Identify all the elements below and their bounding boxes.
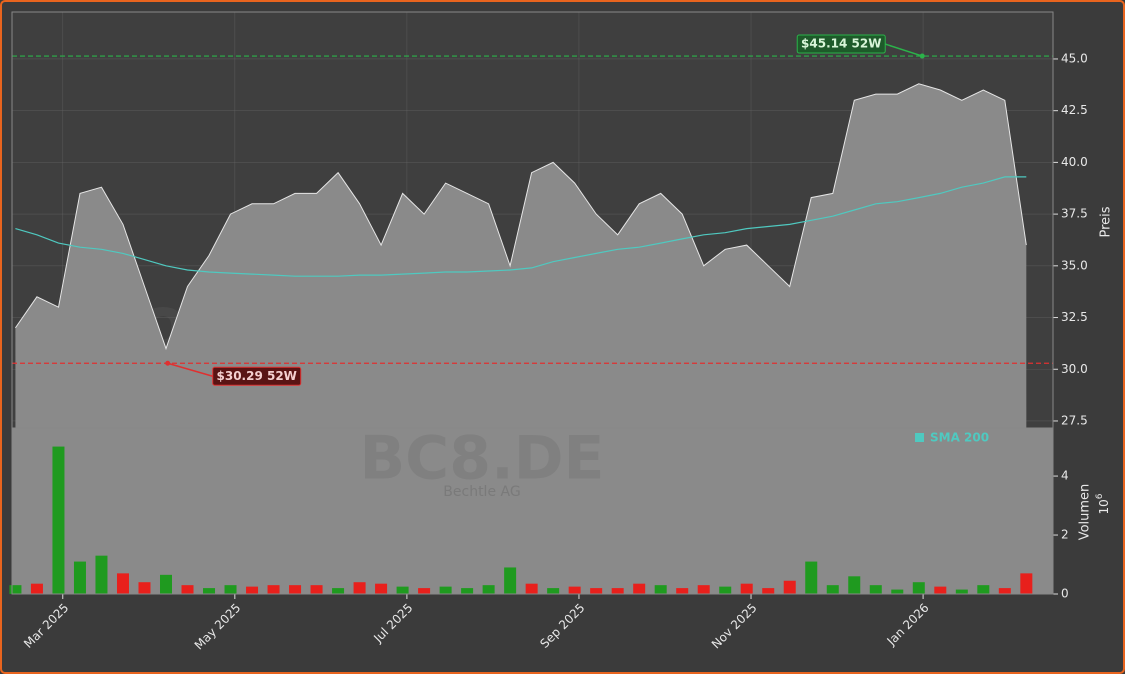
watermark: BC8.DE (359, 424, 604, 494)
volume-bar (310, 585, 323, 594)
y-tick-label: 27.5 (1061, 413, 1088, 427)
y-tick-label: 45.0 (1061, 51, 1088, 65)
annotation-box (212, 366, 302, 386)
volume-bar (30, 583, 43, 594)
volume-bar (461, 588, 474, 594)
volume-bar (332, 588, 345, 594)
volume-bar (289, 585, 302, 594)
y-axis-label: Volumen (1078, 484, 1093, 541)
volume-bar (547, 588, 560, 594)
y-tick-label: 0 (1061, 587, 1069, 601)
volume-bar (719, 586, 732, 594)
y-tick-label: 42.5 (1061, 103, 1088, 117)
volume-bar (418, 588, 431, 594)
volume-panel (12, 428, 1053, 594)
volume-bar (116, 573, 129, 594)
volume-bar (396, 586, 409, 594)
price-area (15, 83, 1027, 429)
volume-bar (611, 588, 624, 594)
y-tick-label: 2 (1061, 528, 1069, 542)
volume-bar (439, 586, 452, 594)
volume-bar (52, 446, 65, 594)
volume-bar (740, 583, 753, 594)
volume-bar (654, 585, 667, 594)
volume-bar (869, 585, 882, 594)
volume-bar (95, 555, 108, 594)
volume-bar (697, 585, 710, 594)
watermark-subtitle: Bechtle AG (443, 484, 520, 500)
unit-exponent: 6 (1095, 493, 1105, 499)
volume-border (11, 427, 1054, 595)
unit-base: 10 (1097, 499, 1111, 514)
volume-bar (912, 582, 925, 594)
volume-bar (633, 583, 646, 594)
volume-bar (267, 585, 280, 594)
volume-bar (353, 582, 366, 594)
volume-bar (977, 585, 990, 594)
volume-bar (826, 585, 839, 594)
y-tick-label: 37.5 (1061, 207, 1088, 221)
volume-bar (1020, 573, 1033, 594)
sma-line (15, 176, 1027, 277)
y-axis-unit: 106 (1095, 493, 1111, 514)
legend-swatch (915, 433, 924, 442)
annotation-point (919, 53, 925, 59)
annotation-arrow (884, 43, 923, 57)
volume-bar (375, 583, 388, 594)
volume-bar (159, 574, 172, 594)
volume-bar (9, 585, 22, 594)
volume-bar (525, 583, 538, 594)
volume-bar (934, 586, 947, 594)
volume-bar (138, 582, 151, 594)
annotation-label: $45.14 52W (801, 37, 881, 51)
y-tick-label: 4 (1061, 469, 1069, 483)
volume-bar (568, 586, 581, 594)
y-axis-label: Preis (1099, 206, 1114, 237)
volume-bar (783, 580, 796, 594)
annotation-point (165, 360, 171, 366)
volume-bar (805, 561, 818, 594)
y-tick-label: 30.0 (1061, 362, 1088, 376)
legend-label: SMA 200 (930, 431, 989, 445)
volume-bar (891, 589, 904, 594)
volume-bar (246, 586, 259, 594)
annotation-arrow (167, 362, 213, 377)
y-tick-label: 40.0 (1061, 155, 1088, 169)
y-tick-label: 32.5 (1061, 310, 1088, 324)
volume-bar (848, 576, 861, 594)
volume-bar (676, 588, 689, 594)
volume-bar (181, 585, 194, 594)
volume-bar (955, 589, 968, 594)
price-line (14, 83, 1027, 351)
volume-bar (998, 588, 1011, 594)
volume-bar (224, 585, 237, 594)
volume-bar (482, 585, 495, 594)
volume-bar (762, 588, 775, 594)
volume-bar (590, 588, 603, 594)
annotation-label: $30.29 52W (217, 369, 297, 383)
volume-bar (203, 588, 216, 594)
y-tick-label: 35.0 (1061, 258, 1088, 272)
volume-bar (504, 567, 517, 594)
annotation-box (796, 34, 886, 54)
volume-bar (73, 561, 86, 594)
